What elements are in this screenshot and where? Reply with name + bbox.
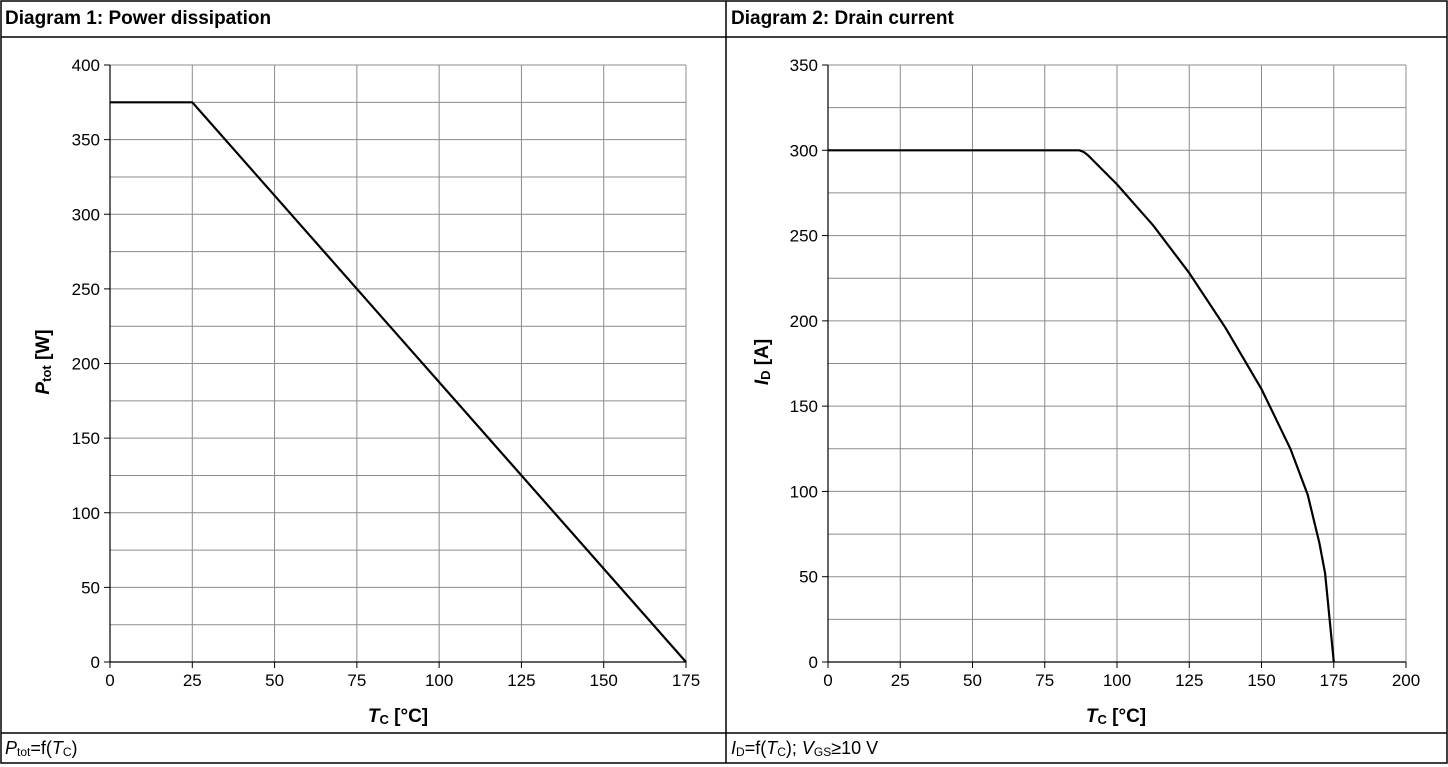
right-x-tick-label: 100 — [1103, 671, 1131, 690]
right-x-tick-label: 50 — [963, 671, 982, 690]
left-y-tick-label: 100 — [72, 504, 100, 523]
left-x-tick-label: 100 — [425, 671, 453, 690]
left-y-tick-label: 50 — [81, 578, 100, 597]
left-y-tick-label: 400 — [72, 56, 100, 75]
right-x-tick-label: 200 — [1392, 671, 1420, 690]
right-diagram-caption: ID=f(TC); VGS≥10 V — [731, 738, 879, 759]
left-diagram-title: Diagram 1: Power dissipation — [5, 8, 272, 29]
left-y-tick-label: 350 — [72, 131, 100, 150]
right-y-tick-label: 300 — [790, 141, 818, 160]
right-x-tick-label: 25 — [891, 671, 910, 690]
right-x-tick-label: 150 — [1247, 671, 1275, 690]
left-x-tick-label: 125 — [507, 671, 535, 690]
right-y-tick-label: 150 — [790, 397, 818, 416]
right-y-tick-label: 350 — [790, 56, 818, 75]
right-x-tick-label: 175 — [1320, 671, 1348, 690]
right-x-tick-label: 125 — [1175, 671, 1203, 690]
right-y-tick-label: 100 — [790, 482, 818, 501]
left-diagram-caption: Ptot=f(TC) — [5, 738, 78, 759]
right-y-tick-label: 250 — [790, 227, 818, 246]
right-y-tick-label: 50 — [799, 568, 818, 587]
right-x-tick-label: 75 — [1035, 671, 1054, 690]
left-x-tick-label: 150 — [590, 671, 618, 690]
left-y-tick-label: 300 — [72, 205, 100, 224]
left-x-tick-label: 25 — [183, 671, 202, 690]
right-x-axis-title: TC [°C] — [1086, 706, 1146, 727]
right-y-tick-label: 0 — [809, 653, 818, 672]
left-x-tick-label: 0 — [105, 671, 114, 690]
left-x-tick-label: 50 — [265, 671, 284, 690]
left-curve-line — [110, 101, 687, 663]
left-x-axis-title: TC [°C] — [368, 706, 428, 727]
right-y-axis-title: ID [A] — [752, 339, 773, 385]
left-y-axis-title: Ptot [W] — [33, 329, 54, 394]
power-dissipation-chart: 0 25 50 75 100 125 150 175 0 50 100 150 200 250 300 350… — [72, 56, 701, 690]
left-y-tick-label: 150 — [72, 429, 100, 448]
right-y-tick-label: 200 — [790, 312, 818, 331]
left-y-tick-label: 200 — [72, 355, 100, 374]
left-y-tick-label: 250 — [72, 280, 100, 299]
left-x-tick-label: 75 — [347, 671, 366, 690]
right-diagram-title: Diagram 2: Drain current — [731, 8, 954, 29]
right-curve-line — [828, 149, 1335, 663]
left-x-tick-label: 175 — [672, 671, 700, 690]
right-x-tick-label: 0 — [823, 671, 832, 690]
drain-current-chart: 0 25 50 75 100 125 150 175 200 0 50 100 150 200 250 300… — [790, 56, 1421, 690]
left-y-tick-label: 0 — [91, 653, 100, 672]
